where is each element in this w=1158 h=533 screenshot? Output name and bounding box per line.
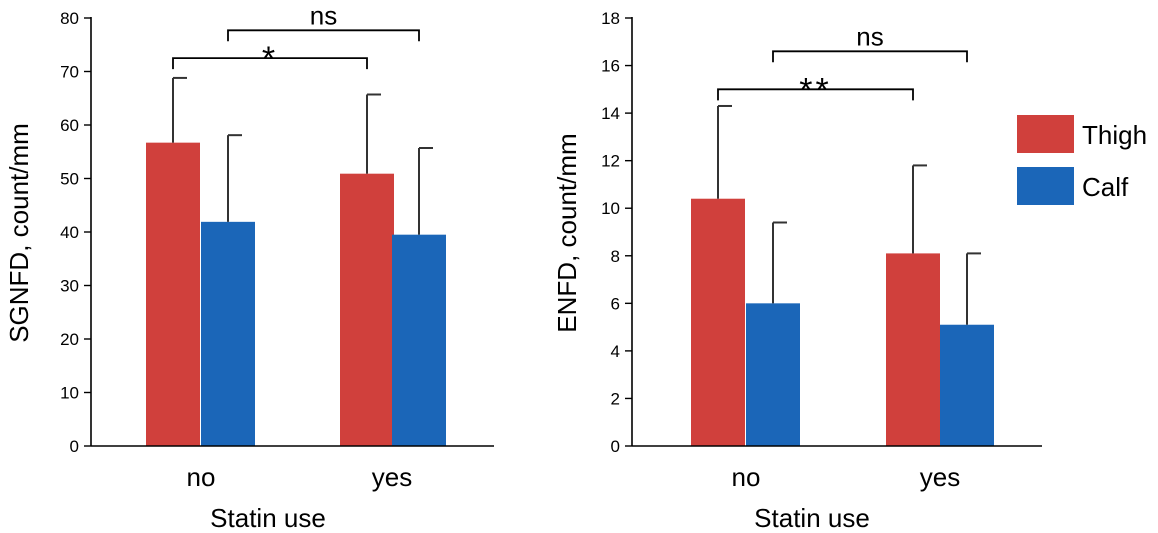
significance-label: ns — [856, 21, 883, 51]
significance-bracket — [172, 57, 368, 70]
y-axis-title: SGNFD, count/mm — [4, 123, 34, 343]
bar-calf-no — [201, 221, 255, 446]
legend: Thigh Calf — [1017, 115, 1147, 205]
bar-thigh-no — [146, 142, 200, 446]
y-tick-label: 40 — [60, 223, 79, 242]
y-tick-label: 16 — [601, 57, 620, 76]
y-tick-label: 60 — [60, 116, 79, 135]
y-tick-label: 14 — [601, 104, 620, 123]
y-tick-label: 2 — [611, 389, 620, 408]
x-axis-title: Statin use — [754, 503, 870, 533]
y-tick-label: 10 — [60, 384, 79, 403]
y-tick-label: 8 — [611, 247, 620, 266]
y-axis-title: ENFD, count/mm — [552, 133, 582, 332]
x-tick-label: no — [187, 462, 216, 492]
significance-label: * — [262, 40, 278, 78]
y-tick-label: 6 — [611, 294, 620, 313]
significance-bracket — [772, 50, 968, 63]
legend-label-thigh: Thigh — [1082, 120, 1147, 150]
bar-calf-no — [746, 303, 800, 446]
x-tick-label: yes — [372, 462, 412, 492]
y-tick-label: 70 — [60, 63, 79, 82]
significance-bracket — [227, 29, 420, 42]
legend-label-calf: Calf — [1082, 172, 1129, 202]
bar-thigh-yes — [886, 253, 940, 446]
y-tick-label: 20 — [60, 330, 79, 349]
bar-thigh-no — [691, 198, 745, 446]
bar-calf-yes — [940, 324, 994, 446]
x-tick-label: no — [732, 462, 761, 492]
x-tick-label: yes — [920, 462, 960, 492]
chart-right: 0 2 4 6 8 10 12 14 16 18 no yes Statin use ENFD, coun… — [552, 9, 1042, 533]
significance-label: ** — [799, 71, 831, 109]
chart-left: 0 10 20 30 40 50 60 70 80 no yes Statin use SGNFD, c… — [4, 0, 494, 533]
y-tick-label: 0 — [70, 437, 79, 456]
y-tick-label: 18 — [601, 9, 620, 28]
y-tick-label: 50 — [60, 170, 79, 189]
legend-swatch-thigh — [1017, 115, 1074, 153]
y-tick-label: 4 — [611, 342, 620, 361]
y-tick-label: 30 — [60, 277, 79, 296]
significance-label: ns — [310, 0, 337, 30]
y-tick-label: 10 — [601, 199, 620, 218]
significance-bracket — [717, 88, 914, 101]
legend-swatch-calf — [1017, 167, 1074, 205]
bar-thigh-yes — [340, 173, 394, 446]
bar-calf-yes — [392, 234, 446, 446]
y-tick-label: 12 — [601, 152, 620, 171]
y-tick-label: 0 — [611, 437, 620, 456]
y-tick-label: 80 — [60, 9, 79, 28]
x-axis-title: Statin use — [210, 503, 326, 533]
